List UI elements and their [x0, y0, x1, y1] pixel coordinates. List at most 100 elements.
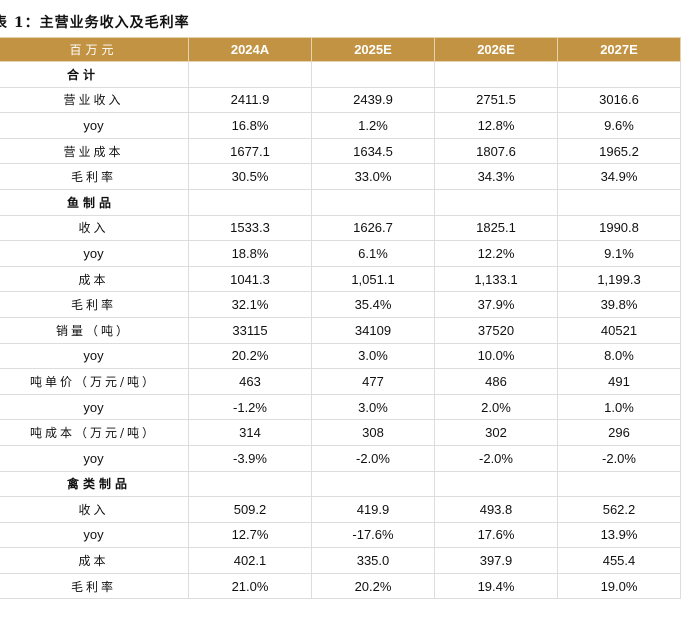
section-row: 合计 [0, 61, 681, 88]
cell-value [557, 61, 681, 88]
header-year: 2025E [311, 37, 435, 62]
cell-value: 30.5% [188, 163, 312, 190]
cell-value: 1626.7 [311, 214, 435, 242]
cell-value: 1825.1 [434, 214, 558, 242]
row-label: 毛利率 [0, 572, 189, 600]
cell-value: 397.9 [434, 547, 558, 574]
table-row: 毛利率 21.0% 20.2% 19.4% 19.0% [0, 572, 681, 600]
cell-value [188, 61, 312, 88]
cell-value: 1.2% [311, 112, 435, 139]
row-label: 收入 [0, 214, 189, 242]
cell-value: 1.0% [557, 393, 681, 421]
cell-value: 3.0% [311, 342, 435, 370]
cell-value: 2439.9 [311, 86, 435, 114]
cell-value: 13.9% [557, 521, 681, 549]
cell-value [311, 470, 435, 498]
row-label: 收入 [0, 496, 189, 523]
table-row: 吨成本（万元/吨） 314 308 302 296 [0, 419, 681, 446]
cell-value: 16.8% [188, 112, 312, 139]
cell-value: 39.8% [557, 291, 681, 318]
cell-value: 486 [434, 368, 558, 395]
cell-value: 1,051.1 [311, 265, 435, 293]
table-row: yoy -1.2% 3.0% 2.0% 1.0% [0, 393, 681, 421]
cell-value [557, 188, 681, 216]
table-row: 销量（吨） 33115 34109 37520 40521 [0, 316, 681, 344]
cell-value [434, 61, 558, 88]
cell-value: 40521 [557, 316, 681, 344]
section-row: 禽类制品 [0, 470, 681, 498]
cell-value: 491 [557, 368, 681, 395]
cell-value: 12.2% [434, 240, 558, 267]
cell-value: 1041.3 [188, 265, 312, 293]
table-row: 毛利率 32.1% 35.4% 37.9% 39.8% [0, 291, 681, 318]
row-label: yoy [0, 393, 189, 421]
cell-value: 1677.1 [188, 137, 312, 165]
cell-value: 3.0% [311, 393, 435, 421]
row-label: 营业成本 [0, 137, 189, 165]
header-year: 2026E [434, 37, 558, 62]
cell-value: 32.1% [188, 291, 312, 318]
table-row: yoy 20.2% 3.0% 10.0% 8.0% [0, 342, 681, 370]
table-row: 收入 509.2 419.9 493.8 562.2 [0, 496, 681, 523]
cell-value [557, 470, 681, 498]
section-row: 鱼制品 [0, 188, 681, 216]
cell-value: 2751.5 [434, 86, 558, 114]
row-label: 吨单价（万元/吨） [0, 368, 189, 395]
row-label: yoy [0, 240, 189, 267]
row-label: 禽类制品 [0, 470, 189, 498]
row-label: 吨成本（万元/吨） [0, 419, 189, 446]
cell-value: 1990.8 [557, 214, 681, 242]
cell-value: 493.8 [434, 496, 558, 523]
cell-value: 17.6% [434, 521, 558, 549]
cell-value: 509.2 [188, 496, 312, 523]
cell-value: 10.0% [434, 342, 558, 370]
table-title: 表 1：主营业务收入及毛利率 [0, 15, 190, 31]
cell-value: -2.0% [557, 444, 681, 472]
cell-value: 37.9% [434, 291, 558, 318]
cell-value: -17.6% [311, 521, 435, 549]
cell-value [188, 470, 312, 498]
cell-value: 463 [188, 368, 312, 395]
table-row: 成本 402.1 335.0 397.9 455.4 [0, 547, 681, 574]
cell-value: 6.1% [311, 240, 435, 267]
row-label: 鱼制品 [0, 188, 189, 216]
table-row: 毛利率 30.5% 33.0% 34.3% 34.9% [0, 163, 681, 190]
cell-value: 419.9 [311, 496, 435, 523]
row-label: 合计 [0, 61, 189, 88]
header-year: 2027E [557, 37, 681, 62]
cell-value: 9.6% [557, 112, 681, 139]
cell-value: 37520 [434, 316, 558, 344]
cell-value: 308 [311, 419, 435, 446]
cell-value: 1634.5 [311, 137, 435, 165]
cell-value: 8.0% [557, 342, 681, 370]
row-label: yoy [0, 444, 189, 472]
cell-value: -1.2% [188, 393, 312, 421]
cell-value: 1965.2 [557, 137, 681, 165]
cell-value [311, 188, 435, 216]
row-label: 毛利率 [0, 291, 189, 318]
cell-value: 35.4% [311, 291, 435, 318]
row-label: yoy [0, 342, 189, 370]
cell-value: 302 [434, 419, 558, 446]
cell-value: 19.0% [557, 572, 681, 600]
cell-value [434, 188, 558, 216]
cell-value: 33115 [188, 316, 312, 344]
cell-value: -3.9% [188, 444, 312, 472]
cell-value: 18.8% [188, 240, 312, 267]
cell-value: 314 [188, 419, 312, 446]
table-row: yoy 18.8% 6.1% 12.2% 9.1% [0, 240, 681, 267]
table-row: yoy 12.7% -17.6% 17.6% 13.9% [0, 521, 681, 549]
cell-value: 33.0% [311, 163, 435, 190]
cell-value: 20.2% [188, 342, 312, 370]
cell-value: 1,199.3 [557, 265, 681, 293]
cell-value: 402.1 [188, 547, 312, 574]
cell-value: 21.0% [188, 572, 312, 600]
table-row: 收入 1533.3 1626.7 1825.1 1990.8 [0, 214, 681, 242]
row-label: yoy [0, 521, 189, 549]
cell-value: 12.7% [188, 521, 312, 549]
row-label: yoy [0, 112, 189, 139]
table-row: 吨单价（万元/吨） 463 477 486 491 [0, 368, 681, 395]
cell-value: 1807.6 [434, 137, 558, 165]
cell-value: 1533.3 [188, 214, 312, 242]
cell-value: -2.0% [311, 444, 435, 472]
